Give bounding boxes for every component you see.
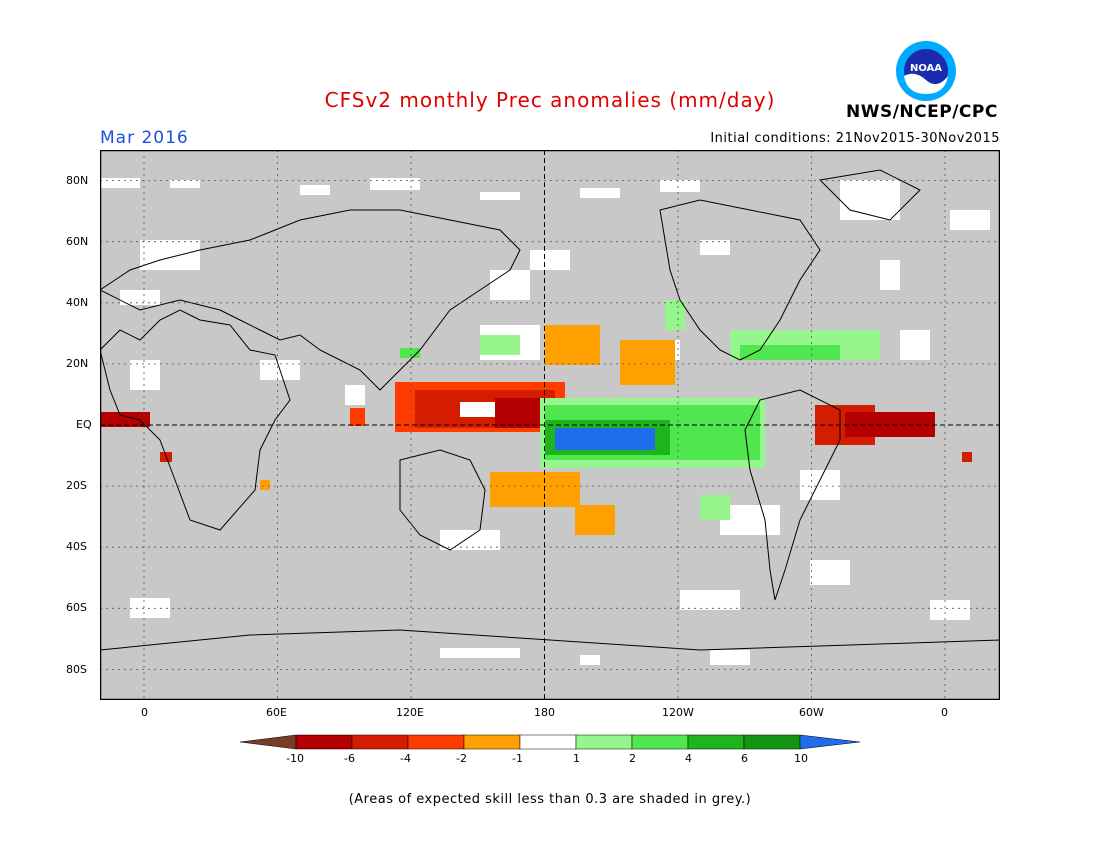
colorbar-label: 2: [629, 752, 636, 765]
lat-label: 20N: [66, 357, 89, 370]
lat-label: EQ: [76, 418, 92, 431]
lon-label: 120E: [396, 706, 424, 719]
australia-outline: [399, 449, 486, 551]
forecast-month: Mar 2016: [100, 128, 189, 148]
colorbar-label: -10: [286, 752, 304, 765]
coastlines: [100, 169, 1000, 651]
colorbar-label: -6: [344, 752, 355, 765]
lon-label: 0: [141, 706, 148, 719]
colorbar-high-arrow: [799, 734, 860, 750]
precip-anomaly-map: [100, 150, 1000, 700]
lat-label: 40S: [66, 540, 87, 553]
equator-dateline: [100, 150, 1000, 700]
initial-conditions: Initial conditions: 21Nov2015-30Nov2015: [710, 131, 1000, 146]
colorbar-label: -1: [512, 752, 523, 765]
colorbar-low-arrow: [240, 734, 297, 750]
skill-footnote: (Areas of expected skill less than 0.3 a…: [348, 792, 752, 807]
agency-label: NWS/NCEP/CPC: [846, 102, 998, 122]
africa-outline: [100, 309, 291, 531]
eurasia-outline: [100, 209, 521, 391]
colorbar-label: 4: [685, 752, 692, 765]
lat-label: 60S: [66, 601, 87, 614]
lat-label: 40N: [66, 296, 89, 309]
colorbar-label: -4: [400, 752, 411, 765]
lat-label: 80S: [66, 663, 87, 676]
lat-label: 80N: [66, 174, 89, 187]
north-america-outline: [659, 199, 821, 361]
lat-label: 60N: [66, 235, 89, 248]
lon-label: 120W: [662, 706, 694, 719]
noaa-logo-icon: NOAA: [896, 41, 956, 101]
greenland-outline: [818, 169, 921, 221]
lat-lon-grid: [100, 150, 1000, 700]
lon-label: 0: [941, 706, 948, 719]
lat-label: 20S: [66, 479, 87, 492]
map-frame: [100, 150, 1000, 700]
colorbar-label: 1: [573, 752, 580, 765]
lon-label: 60W: [799, 706, 824, 719]
lon-label: 60E: [266, 706, 287, 719]
colorbar: [240, 734, 860, 750]
colorbar-label: 10: [794, 752, 808, 765]
noaa-logo-text: NOAA: [910, 63, 942, 74]
antarctica-outline: [100, 629, 1000, 651]
chart-title: CFSv2 monthly Prec anomalies (mm/day): [324, 88, 776, 112]
colorbar-label: 6: [741, 752, 748, 765]
colorbar-label: -2: [456, 752, 467, 765]
south-america-outline: [744, 389, 841, 601]
lon-label: 180: [534, 706, 555, 719]
